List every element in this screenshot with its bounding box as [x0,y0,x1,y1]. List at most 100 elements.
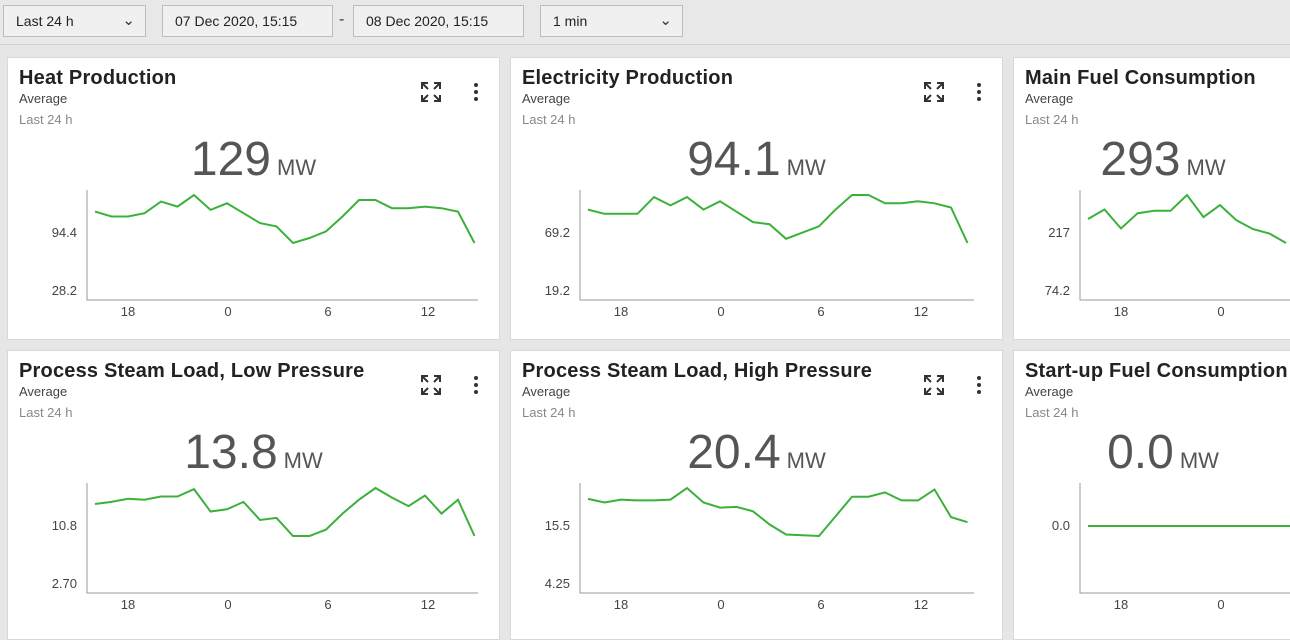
panel-actions [419,80,489,110]
kpi-panel: Process Steam Load, High Pressure Averag… [510,350,1003,640]
chevron-down-icon: ⌄ [122,12,135,29]
x-tick-label: 6 [324,304,331,319]
chart-axis [1079,483,1290,594]
time-range-toolbar: Last 24 h ⌄ 07 Dec 2020, 15:15 - 08 Dec … [0,0,1290,45]
trend-chart: 15.5 4.25 18 0 6 12 [545,483,974,612]
panel-title: Process Steam Load, High Pressure [522,360,873,382]
range-select[interactable]: Last 24 h ⌄ [3,5,146,37]
from-date-value: 07 Dec 2020, 15:15 [175,13,298,29]
panel-value: 129 MW [8,132,499,187]
more-vertical-icon[interactable] [972,373,986,397]
kpi-panel: Electricity Production Average Last 24 h… [510,57,1003,340]
expand-icon[interactable] [419,80,443,104]
x-tick-label: 0 [224,597,231,612]
series-line [94,486,476,537]
y-tick-label: 94.4 [52,225,77,240]
panel-title: Process Steam Load, Low Pressure [19,360,365,382]
series-line [587,486,968,538]
panel-aggregate: Average [1025,91,1074,106]
x-tick-label: 0 [1217,304,1224,319]
x-tick-label: 18 [1114,597,1128,612]
x-tick-label: 12 [914,304,928,319]
y-tick-label: 217 [1048,225,1070,240]
expand-icon[interactable] [419,373,443,397]
panel-value-unit: MW [786,155,826,180]
panel-actions [922,373,992,403]
y-tick-label: 69.2 [545,225,570,240]
chart-axis [579,190,974,301]
panel-period: Last 24 h [1025,405,1079,420]
to-date-value: 08 Dec 2020, 15:15 [366,13,489,29]
panel-value-unit: MW [283,448,323,473]
expand-icon[interactable] [922,373,946,397]
panel-title: Start-up Fuel Consumption [1025,360,1288,382]
trend-chart: 217 74.2 18 0 [1045,190,1290,319]
panel-title: Heat Production [19,67,177,89]
more-vertical-icon[interactable] [469,373,483,397]
panel-period: Last 24 h [19,112,73,127]
chart-axis [579,483,974,594]
series-line [94,193,476,245]
y-tick-label: 4.25 [545,576,570,591]
x-tick-label: 0 [1217,597,1224,612]
x-tick-label: 12 [914,597,928,612]
chevron-down-icon: ⌄ [659,12,672,29]
panel-value: 293 MW [1014,132,1290,187]
panel-period: Last 24 h [19,405,73,420]
panel-title: Electricity Production [522,67,734,89]
chart-axis [86,483,478,594]
x-tick-label: 18 [614,597,628,612]
panel-aggregate: Average [19,91,68,106]
panel-aggregate: Average [522,91,571,106]
panel-value: 20.4 MW [511,425,1002,480]
x-tick-label: 0 [717,304,724,319]
panel-actions [419,373,489,403]
x-tick-label: 6 [817,304,824,319]
panel-value-unit: MW [1186,155,1226,180]
y-tick-label: 0.0 [1052,518,1070,533]
panel-period: Last 24 h [522,112,576,127]
x-tick-label: 18 [1114,304,1128,319]
y-tick-label: 28.2 [52,283,77,298]
x-tick-label: 0 [224,304,231,319]
kpi-panel: Main Fuel Consumption Average Last 24 h … [1013,57,1290,340]
panel-value-number: 293 [1100,133,1181,186]
trend-chart: 10.8 2.70 18 0 6 12 [52,483,478,612]
trend-chart: 0.0 18 0 [1052,483,1290,612]
panel-value-number: 13.8 [184,426,278,479]
panel-value-number: 129 [190,133,271,186]
kpi-panel: Heat Production Average Last 24 h 129 MW … [7,57,500,340]
from-date-field[interactable]: 07 Dec 2020, 15:15 [162,5,333,37]
panel-period: Last 24 h [1025,112,1079,127]
x-tick-label: 18 [121,304,135,319]
x-tick-label: 12 [421,597,435,612]
y-tick-label: 19.2 [545,283,570,298]
panel-value-unit: MW [786,448,826,473]
expand-icon[interactable] [922,80,946,104]
y-tick-label: 10.8 [52,518,77,533]
panel-value-number: 0.0 [1107,426,1174,479]
more-vertical-icon[interactable] [469,80,483,104]
panel-value: 13.8 MW [8,425,499,480]
panel-period: Last 24 h [522,405,576,420]
panel-value-unit: MW [1179,448,1219,473]
interval-select[interactable]: 1 min ⌄ [540,5,683,37]
panel-value: 0.0 MW [1014,425,1290,480]
panel-aggregate: Average [1025,384,1074,399]
y-tick-label: 15.5 [545,518,570,533]
y-tick-label: 74.2 [1045,283,1070,298]
x-tick-label: 6 [324,597,331,612]
panel-title: Main Fuel Consumption [1025,67,1256,89]
to-date-field[interactable]: 08 Dec 2020, 15:15 [353,5,524,37]
panel-aggregate: Average [522,384,571,399]
series-line [587,194,969,244]
panel-value: 94.1 MW [511,132,1002,187]
x-tick-label: 18 [614,304,628,319]
kpi-panel: Start-up Fuel Consumption Average Last 2… [1013,350,1290,640]
trend-chart: 94.4 28.2 18 0 6 12 [52,190,478,319]
range-select-value: Last 24 h [16,13,74,29]
panel-actions [922,80,992,110]
chart-axis [1079,190,1290,301]
chart-axis [86,190,478,301]
more-vertical-icon[interactable] [972,80,986,104]
